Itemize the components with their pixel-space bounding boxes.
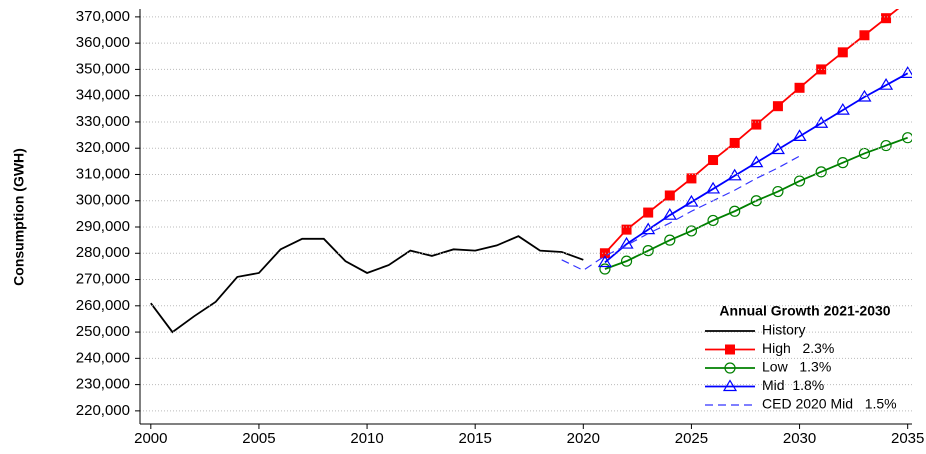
marker xyxy=(685,225,698,237)
marker xyxy=(643,207,654,218)
y-tick-label: 360,000 xyxy=(76,34,130,51)
marker xyxy=(662,208,677,220)
marker xyxy=(751,119,762,130)
marker xyxy=(772,185,784,198)
y-tick-label: 220,000 xyxy=(76,402,130,419)
y-tick-label: 340,000 xyxy=(76,87,130,104)
marker xyxy=(881,13,892,24)
marker xyxy=(857,89,872,102)
legend-label: High 2.3% xyxy=(762,340,834,356)
plot-area xyxy=(150,0,913,334)
legend-label: Low 1.3% xyxy=(762,359,831,375)
marker xyxy=(858,147,871,160)
series-line xyxy=(150,235,584,334)
marker xyxy=(664,234,676,246)
y-tick-label: 300,000 xyxy=(76,192,130,209)
legend-label: CED 2020 Mid 1.5% xyxy=(762,396,897,412)
marker xyxy=(597,255,612,268)
marker xyxy=(859,30,870,41)
legend-title: Annual Growth 2021-2030 xyxy=(719,303,890,319)
marker xyxy=(729,137,740,148)
marker xyxy=(642,245,654,257)
legend-label: History xyxy=(762,322,806,338)
y-tick-label: 270,000 xyxy=(76,271,130,288)
marker xyxy=(835,102,850,115)
marker xyxy=(793,175,806,187)
series-line xyxy=(604,72,909,264)
marker xyxy=(686,173,697,184)
marker xyxy=(664,190,675,201)
marker xyxy=(725,344,735,355)
x-tick-label: 2000 xyxy=(134,430,167,447)
marker xyxy=(792,129,807,141)
x-tick-label: 2020 xyxy=(567,430,600,447)
marker xyxy=(705,181,721,194)
x-tick-label: 2010 xyxy=(350,430,383,447)
y-tick-label: 280,000 xyxy=(76,244,130,261)
marker xyxy=(772,101,783,112)
x-tick-label: 2030 xyxy=(783,430,816,447)
x-tick-label: 2035 xyxy=(891,430,924,447)
series-line xyxy=(604,136,908,270)
y-tick-label: 310,000 xyxy=(76,165,130,182)
marker xyxy=(902,132,912,144)
marker xyxy=(621,224,632,235)
y-tick-label: 370,000 xyxy=(76,8,130,25)
legend-label: Mid 1.8% xyxy=(762,377,824,393)
marker xyxy=(684,194,699,207)
y-tick-label: 350,000 xyxy=(76,60,130,77)
marker xyxy=(599,248,610,259)
marker xyxy=(815,166,827,178)
x-tick-label: 2025 xyxy=(675,430,708,447)
y-tick-label: 290,000 xyxy=(76,218,130,235)
x-tick-label: 2005 xyxy=(242,430,275,447)
marker xyxy=(708,155,719,166)
marker xyxy=(837,47,848,58)
marker xyxy=(620,255,633,267)
marker xyxy=(722,379,738,392)
x-tick-label: 2015 xyxy=(458,430,491,447)
marker xyxy=(878,78,894,90)
y-tick-label: 230,000 xyxy=(76,376,130,393)
y-tick-label: 330,000 xyxy=(76,113,130,130)
marker xyxy=(903,0,913,6)
marker xyxy=(880,139,892,152)
marker xyxy=(900,66,912,78)
y-axis-label: Consumption (GWH) xyxy=(11,148,27,286)
marker xyxy=(724,362,736,374)
marker xyxy=(619,236,634,249)
series-line xyxy=(561,155,800,272)
marker xyxy=(770,142,785,155)
y-tick-label: 240,000 xyxy=(76,349,130,366)
y-tick-label: 250,000 xyxy=(76,323,130,340)
marker xyxy=(729,205,741,217)
y-tick-label: 320,000 xyxy=(76,139,130,156)
y-tick-label: 260,000 xyxy=(76,297,130,314)
marker xyxy=(837,157,849,169)
marker xyxy=(749,155,764,168)
marker xyxy=(599,263,611,275)
marker xyxy=(707,214,719,227)
marker xyxy=(794,82,805,93)
